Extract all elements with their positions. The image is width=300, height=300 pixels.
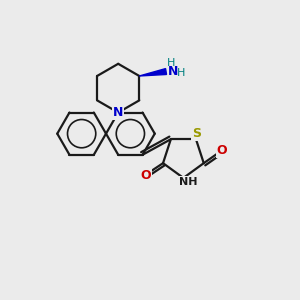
Text: H: H — [167, 58, 175, 68]
Text: O: O — [141, 169, 152, 182]
Text: N: N — [113, 106, 123, 119]
Text: NH: NH — [179, 176, 198, 187]
Polygon shape — [139, 69, 167, 76]
Text: O: O — [217, 144, 227, 157]
Text: S: S — [192, 128, 201, 140]
Text: N: N — [167, 65, 178, 78]
Text: H: H — [177, 68, 186, 78]
